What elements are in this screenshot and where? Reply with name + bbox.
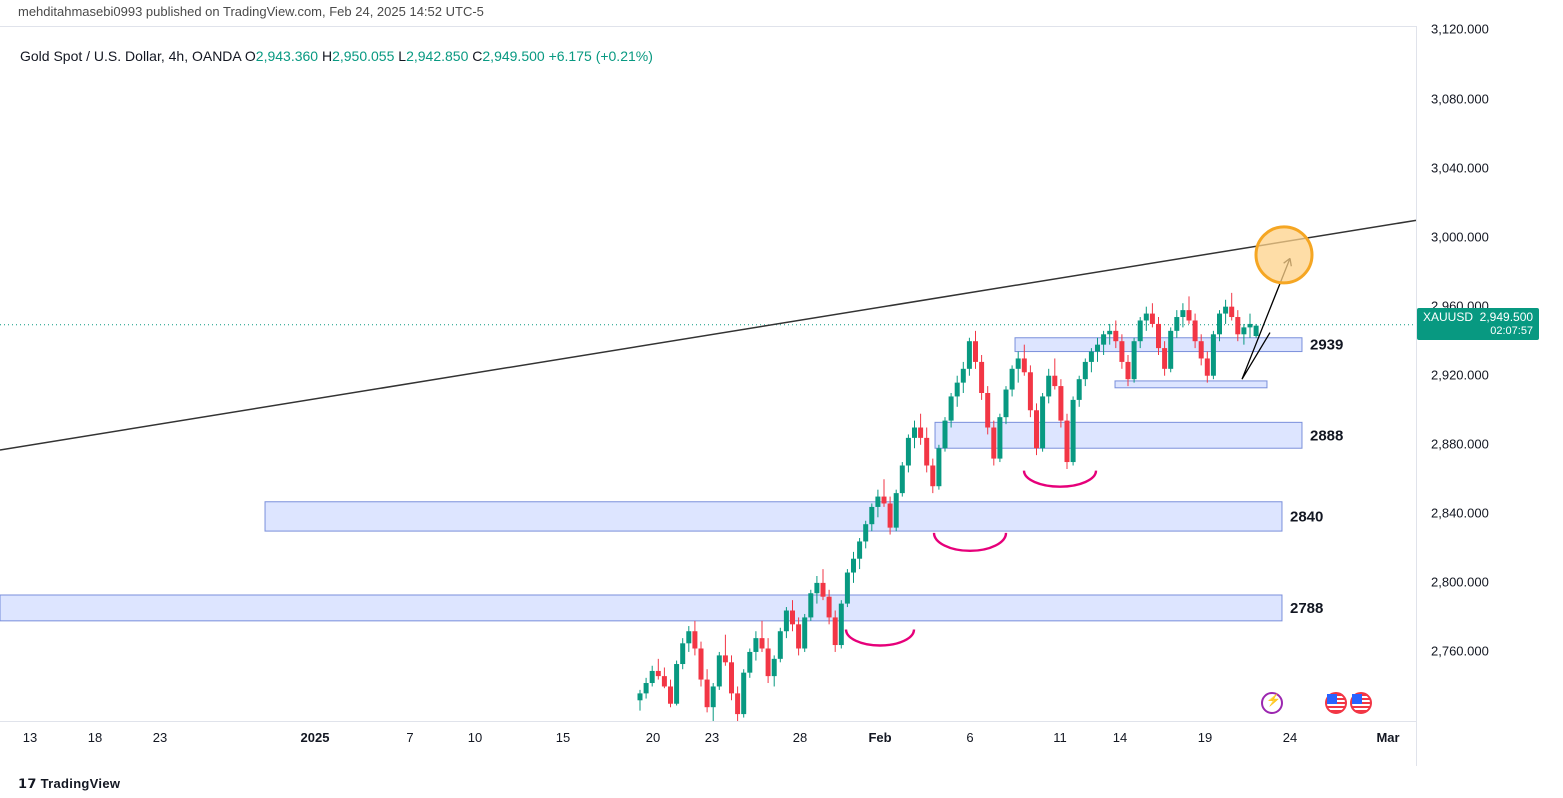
price-tick: 2,800.000 — [1431, 574, 1489, 589]
tradingview-logo: 𝟭𝟳 TradingView — [18, 776, 120, 792]
publish-info: mehditahmasebi0993 published on TradingV… — [18, 4, 484, 19]
time-tick: 18 — [88, 730, 102, 745]
svg-text:2888: 2888 — [1310, 427, 1343, 444]
price-tick: 3,040.000 — [1431, 160, 1489, 175]
time-tick: 13 — [23, 730, 37, 745]
time-tick: 23 — [705, 730, 719, 745]
price-tick: 3,080.000 — [1431, 91, 1489, 106]
svg-text:2840: 2840 — [1290, 508, 1323, 525]
time-tick: 6 — [966, 730, 973, 745]
time-tick: Feb — [868, 730, 891, 745]
time-tick: 23 — [153, 730, 167, 745]
price-tick: 2,760.000 — [1431, 643, 1489, 658]
svg-text:2788: 2788 — [1290, 600, 1323, 617]
price-tick: 3,000.000 — [1431, 229, 1489, 244]
chart-pane[interactable]: 2939 2888 2840 2788 13 18 23 2025 7 10 15 20 23 28 Fe… — [0, 26, 1416, 767]
time-tick: 10 — [468, 730, 482, 745]
time-tick: 24 — [1283, 730, 1297, 745]
svg-text:2939: 2939 — [1310, 337, 1343, 354]
price-tick: 2,920.000 — [1431, 367, 1489, 382]
current-price-tag: XAUUSD 2,949.50002:07:57 — [1417, 308, 1539, 340]
price-tick: 2,880.000 — [1431, 436, 1489, 451]
time-axis[interactable]: 13 18 23 2025 7 10 15 20 23 28 Feb 6 11 14 19 24 Mar — [0, 721, 1416, 752]
time-tick: Mar — [1376, 730, 1399, 745]
time-tick: 7 — [406, 730, 413, 745]
time-tick: 28 — [793, 730, 807, 745]
time-tick: 11 — [1053, 730, 1067, 745]
price-tick: 2,840.000 — [1431, 505, 1489, 520]
us-flag-icon[interactable] — [1325, 692, 1347, 714]
chart-svg: 2939 2888 2840 2788 — [0, 27, 1416, 721]
time-tick: 14 — [1113, 730, 1127, 745]
time-tick: 15 — [556, 730, 570, 745]
us-flag-icon[interactable] — [1350, 692, 1372, 714]
time-tick: 2025 — [301, 730, 330, 745]
time-tick: 20 — [646, 730, 660, 745]
price-tick: 3,120.000 — [1431, 22, 1489, 37]
snapshot-icon[interactable] — [1261, 692, 1283, 714]
time-tick: 19 — [1198, 730, 1212, 745]
price-axis[interactable]: 3,120.0003,080.0003,040.0003,000.0002,96… — [1416, 26, 1563, 766]
